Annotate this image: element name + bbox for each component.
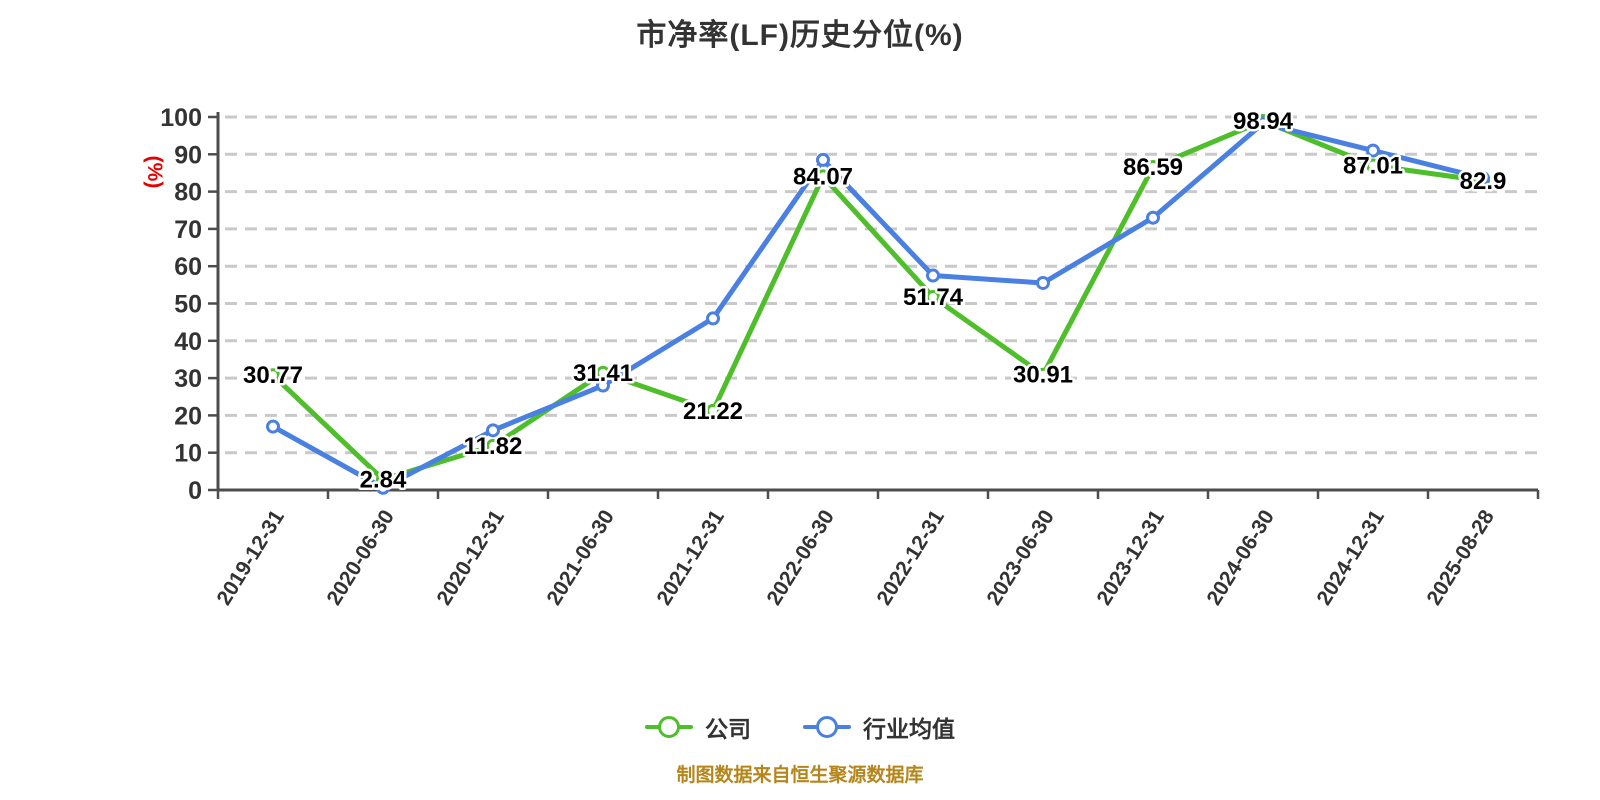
company-point <box>706 403 720 418</box>
company-point-label: 86.59 <box>1123 154 1183 181</box>
company-point <box>926 290 940 305</box>
company-point <box>486 438 500 453</box>
company-point <box>266 368 280 383</box>
legend-circle-company <box>658 716 680 738</box>
company-point <box>1036 367 1050 382</box>
y-axis-tick-label: 10 <box>174 440 202 468</box>
company-point-label: 30.77 <box>243 362 303 389</box>
company-series-legend-marker <box>645 715 693 739</box>
data-source-note: 制图数据来自恒生聚源数据库 <box>676 765 924 786</box>
chart-legend: 公司 行业均值 <box>0 710 1600 744</box>
y-axis-tick-label: 20 <box>174 402 202 430</box>
y-axis-tick-label: 30 <box>174 365 202 393</box>
legend-item-company[interactable]: 公司 <box>645 710 751 744</box>
legend-label-industry: 行业均值 <box>863 716 955 742</box>
industry-point <box>1036 275 1050 290</box>
industry-point <box>1146 210 1160 225</box>
company-point <box>1366 158 1380 173</box>
company-line <box>270 118 1486 482</box>
company-point <box>1146 160 1160 175</box>
industry-point <box>1256 116 1270 131</box>
company-point-label: 30.91 <box>1013 362 1073 389</box>
y-axis-tick-label: 80 <box>174 179 202 207</box>
legend-circle-industry <box>816 716 838 738</box>
company-point-label: 87.01 <box>1343 152 1403 179</box>
industry-point <box>1476 171 1490 186</box>
company-point <box>816 169 830 184</box>
y-axis-tick-label: 50 <box>174 291 202 319</box>
industry-point <box>816 152 830 167</box>
industry-point <box>926 268 940 283</box>
company-point-label: 51.74 <box>903 284 964 311</box>
company-point-label: 98.94 <box>1233 108 1294 135</box>
y-axis-tick-label: 70 <box>174 216 202 244</box>
legend-label-company: 公司 <box>705 716 751 742</box>
industry-point <box>486 423 500 438</box>
company-point-label: 31.41 <box>573 360 633 387</box>
y-axis-tick-label: 60 <box>174 253 202 281</box>
industry-point <box>376 480 390 495</box>
company-point-label: 84.07 <box>793 163 853 190</box>
industry-point <box>266 419 280 434</box>
y-axis-tick-label: 100 <box>160 104 202 132</box>
legend-item-industry[interactable]: 行业均值 <box>803 710 955 744</box>
industry-line <box>270 120 1486 491</box>
company-point-label: 11.82 <box>464 433 523 460</box>
company-point <box>596 365 610 380</box>
y-axis-tick-label: 0 <box>188 477 202 505</box>
y-axis-tick-label: 40 <box>174 328 202 356</box>
industry-point <box>706 311 720 326</box>
industry-point <box>1366 143 1380 158</box>
industry-point <box>596 378 610 393</box>
industry-series-legend-marker <box>803 715 851 739</box>
company-point-label: 21.22 <box>683 398 743 425</box>
company-point-label: 82.9 <box>1460 168 1507 195</box>
chart-title: 市净率(LF)历史分位(%) <box>636 19 964 52</box>
company-point-label: 2.84 <box>360 466 407 493</box>
y-axis-tick-label: 90 <box>174 141 202 169</box>
